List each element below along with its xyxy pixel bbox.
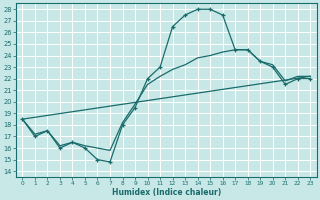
X-axis label: Humidex (Indice chaleur): Humidex (Indice chaleur) xyxy=(112,188,221,197)
